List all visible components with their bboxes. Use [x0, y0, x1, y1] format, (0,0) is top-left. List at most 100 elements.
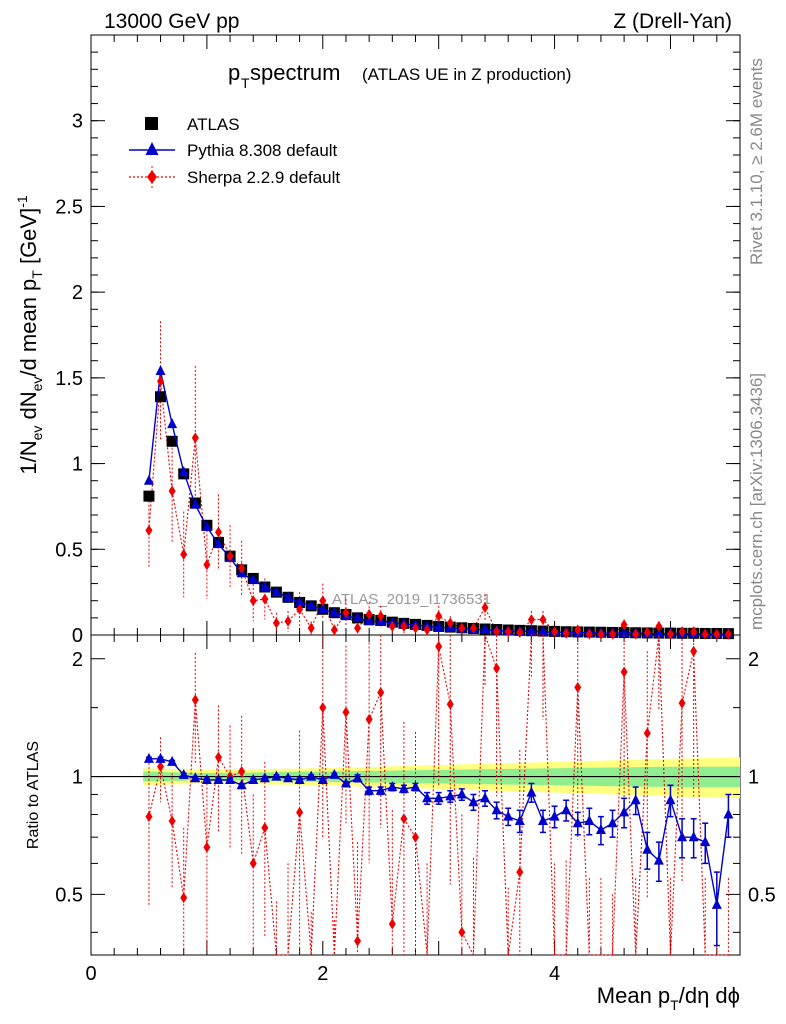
pythia-ratio-point — [514, 814, 525, 825]
sherpa-point — [562, 627, 570, 639]
pythia-point — [306, 599, 317, 610]
sherpa-point — [458, 622, 466, 634]
pythia-ratio-point — [155, 752, 166, 763]
sherpa-point — [701, 628, 709, 640]
sherpa-point — [643, 626, 651, 638]
pythia-ratio-point — [584, 814, 595, 825]
plot-title: p T spectrum (ATLAS UE in Z production) — [228, 60, 571, 91]
header-left: 13000 GeV pp — [104, 10, 239, 33]
pythia-point — [248, 574, 259, 585]
ylabel-a: 1/N — [16, 440, 41, 474]
ylabel-b-sub: ev — [29, 377, 45, 392]
pythia-ratio-point — [445, 790, 456, 801]
sherpa-point — [481, 602, 489, 614]
pythia-ratio-point — [410, 781, 421, 792]
svg-text:1/Nev dNev/d mean pT [GeV]-1: 1/Nev dNev/d mean pT [GeV]-1 — [14, 195, 45, 475]
sherpa-point — [214, 526, 222, 538]
sherpa-point — [249, 595, 257, 607]
pythia-point — [294, 596, 305, 607]
title-rest: spectrum — [250, 60, 340, 85]
ratio-panel-marks — [143, 634, 734, 956]
sherpa-ratio-point — [643, 727, 651, 739]
sherpa-ratio-point — [446, 698, 454, 710]
pythia-ratio-point — [422, 792, 433, 803]
sherpa-ratio-point — [388, 918, 396, 930]
sherpa-point — [400, 620, 408, 632]
sherpa-point — [527, 614, 535, 626]
pythia-point — [364, 615, 375, 626]
sherpa-ratio-point — [435, 640, 443, 652]
pythia-point — [537, 625, 548, 636]
pythia-ratio-point — [595, 824, 606, 835]
sherpa-point — [539, 614, 547, 626]
pythia-ratio-point — [167, 755, 178, 766]
main-ytick-label: 0 — [72, 625, 83, 647]
pythia-ratio-point — [317, 773, 328, 784]
mcplots-label: mcplots.cern.ch [arXiv:1306.3436] — [747, 373, 766, 630]
main-ytick-label: 2 — [72, 282, 83, 304]
pythia-ratio-point — [259, 772, 270, 783]
sherpa-point — [354, 622, 362, 634]
ylabel-a-sub: ev — [29, 426, 45, 441]
pythia-ratio-point — [143, 752, 154, 763]
atlas-point — [143, 490, 155, 502]
ylabel-c-sub: T — [29, 270, 45, 279]
sherpa-ratio-point — [319, 702, 327, 714]
title-sub: T — [241, 75, 250, 91]
sherpa-ratio-point — [412, 831, 419, 843]
sherpa-point — [168, 485, 176, 497]
pythia-ratio-point — [433, 792, 444, 803]
sherpa-point — [446, 617, 454, 629]
pythia-point — [653, 627, 664, 638]
sherpa-ratio-point — [377, 686, 385, 698]
pythia-point — [433, 621, 444, 632]
sherpa-point — [319, 595, 327, 607]
analysis-watermark: ATLAS_2019_I1736531 — [332, 591, 491, 608]
sherpa-ratio-point — [180, 892, 188, 904]
pythia-ratio-point — [572, 817, 583, 828]
sherpa-point — [724, 628, 732, 640]
sherpa-point — [145, 524, 153, 536]
sherpa-ratio-point — [145, 811, 153, 823]
sherpa-point — [330, 624, 338, 636]
sherpa-point — [238, 562, 246, 574]
pythia-ratio-point — [665, 794, 676, 805]
pythia-point — [190, 498, 201, 509]
xtick-label: 0 — [85, 963, 96, 985]
pythia-ratio-point — [248, 773, 259, 784]
sherpa-ratio-point — [214, 751, 222, 763]
pythia-ratio-point — [236, 779, 247, 790]
sherpa-ratio-point — [458, 926, 466, 938]
main-ytick-label: 3 — [72, 111, 83, 133]
pythia-point — [317, 603, 328, 614]
pythia-point — [352, 611, 363, 622]
main-ytick-label: 1 — [72, 454, 83, 476]
pythia-ratio-point — [491, 804, 502, 815]
pythia-ratio-point — [653, 854, 664, 865]
header-right: Z (Drell-Yan) — [613, 10, 732, 33]
pythia-ratio-point — [688, 831, 699, 842]
xlabel-a-sub: T — [670, 997, 679, 1013]
pythia-ratio-point — [213, 773, 224, 784]
pythia-ratio-point — [480, 792, 491, 803]
sherpa-ratio-point — [203, 841, 211, 853]
pythia-ratio-point — [283, 772, 294, 783]
sherpa-ratio-point — [296, 806, 304, 818]
pythia-ratio-point — [329, 768, 340, 779]
sherpa-point — [493, 626, 501, 638]
sherpa-ratio-point — [249, 857, 257, 869]
ratio-ytick-label-right: 0.5 — [748, 884, 776, 906]
legend-atlas-label: ATLAS — [187, 115, 240, 134]
pythia-ratio-point — [306, 770, 317, 781]
sherpa-point — [157, 375, 165, 387]
xlabel-a: Mean p — [597, 983, 670, 1008]
sherpa-point — [516, 626, 524, 638]
sherpa-point — [307, 622, 315, 634]
legend-pythia-marker — [145, 142, 159, 155]
pythia-point — [201, 521, 212, 531]
pythia-ratio-point — [352, 772, 363, 783]
main-ylabel: 1/Nev dNev/d mean pT [GeV]-1 — [14, 195, 45, 475]
pythia-point — [178, 466, 189, 477]
pythia-ratio-point — [468, 796, 479, 807]
pythia-ratio-point — [630, 794, 641, 805]
